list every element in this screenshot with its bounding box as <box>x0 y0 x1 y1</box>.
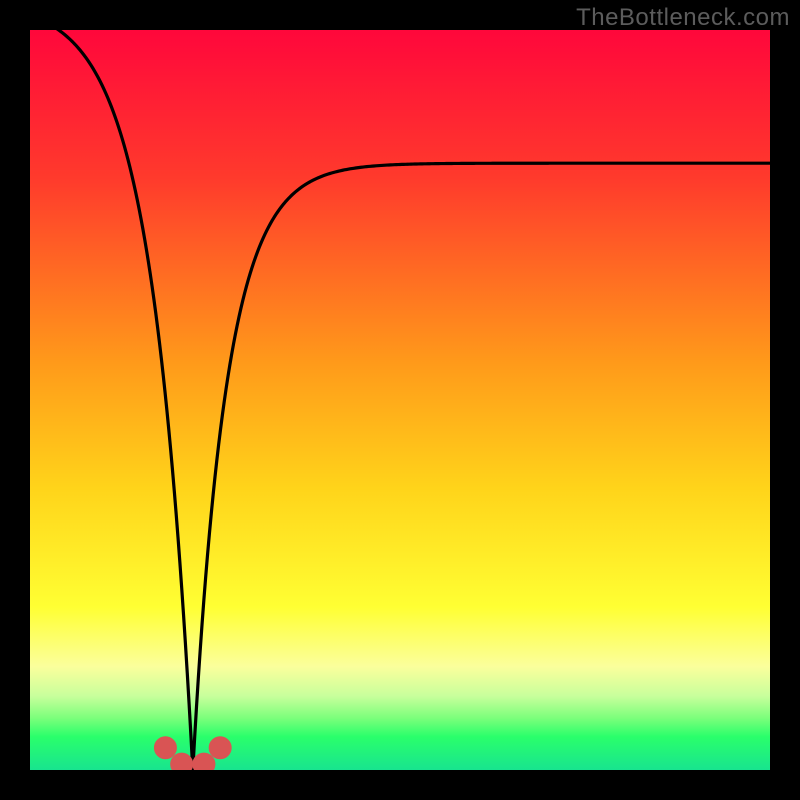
min-marker <box>209 737 231 759</box>
watermark-text: TheBottleneck.com <box>576 4 790 32</box>
chart-stage: TheBottleneck.com <box>0 0 800 800</box>
plot-background <box>30 30 770 770</box>
min-marker <box>154 737 176 759</box>
plot-svg <box>0 0 800 800</box>
